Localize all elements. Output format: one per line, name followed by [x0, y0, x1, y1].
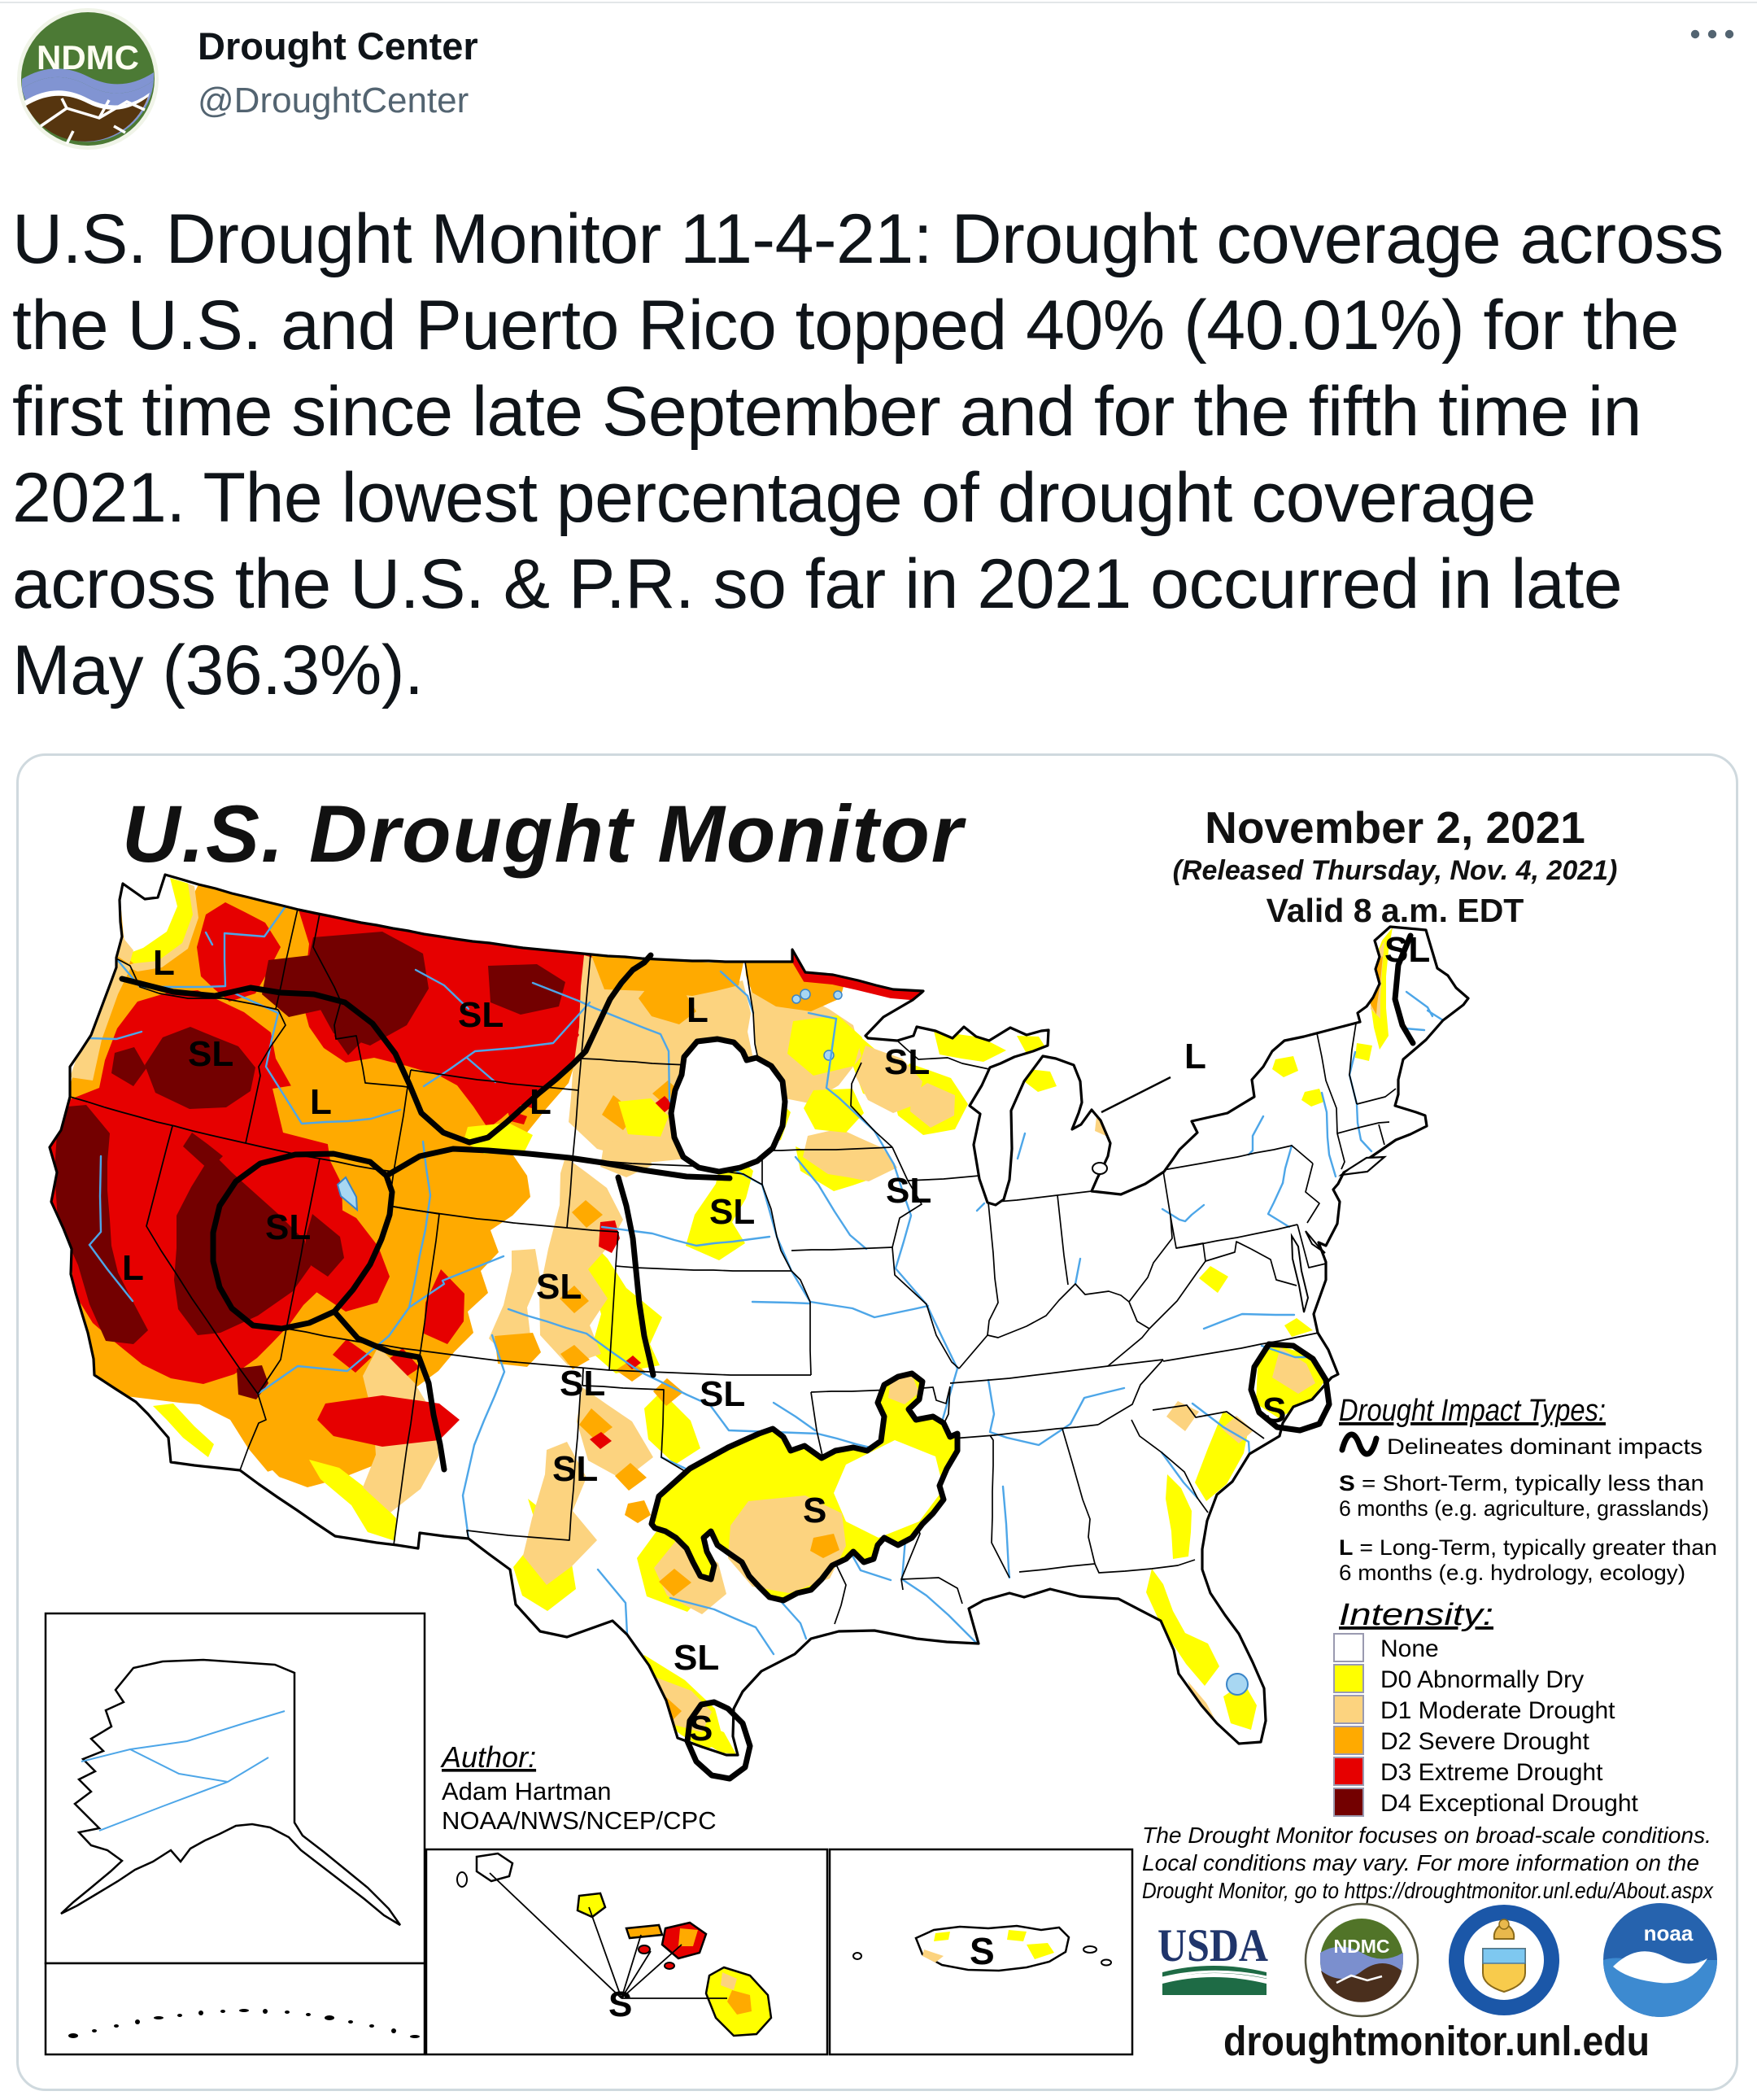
svg-text:SL: SL [560, 1364, 605, 1404]
svg-text:SL: SL [709, 1192, 755, 1232]
svg-text:L: L [530, 1082, 552, 1122]
svg-text:D2 Severe Drought: D2 Severe Drought [1380, 1728, 1589, 1755]
svg-text:SL: SL [458, 995, 504, 1035]
svg-text:USDA: USDA [1158, 1920, 1268, 1971]
svg-text:(Released Thursday, Nov. 4, 20: (Released Thursday, Nov. 4, 2021) [1173, 855, 1618, 886]
svg-text:S: S [608, 1984, 632, 2024]
svg-text:S: S [803, 1491, 826, 1530]
svg-text:S: S [970, 1930, 995, 1972]
svg-text:SL: SL [265, 1207, 311, 1247]
svg-text:6 months (e.g. agriculture, gr: 6 months (e.g. agriculture, grasslands) [1339, 1496, 1709, 1521]
svg-text:L: L [687, 990, 708, 1030]
svg-text:L = Long-Term, typically great: L = Long-Term, typically greater than [1339, 1535, 1717, 1560]
svg-text:D4 Exceptional Drought: D4 Exceptional Drought [1380, 1790, 1639, 1817]
svg-text:6 months (e.g. hydrology, ecol: 6 months (e.g. hydrology, ecology) [1339, 1561, 1685, 1585]
svg-text:NDMC: NDMC [1334, 1936, 1390, 1957]
svg-text:S: S [689, 1709, 713, 1749]
svg-text:SL: SL [674, 1638, 719, 1678]
svg-text:Drought Impact Types:: Drought Impact Types: [1339, 1394, 1606, 1428]
svg-text:Intensity:: Intensity: [1339, 1598, 1493, 1632]
svg-text:Author:: Author: [440, 1740, 536, 1774]
svg-text:November 2, 2021: November 2, 2021 [1205, 802, 1585, 853]
svg-text:Adam Hartman: Adam Hartman [442, 1777, 611, 1805]
svg-text:NDMC: NDMC [37, 38, 139, 76]
svg-text:L: L [153, 943, 175, 983]
svg-text:Delineates dominant impacts: Delineates dominant impacts [1387, 1434, 1703, 1459]
svg-text:SL: SL [1384, 930, 1430, 970]
svg-text:NOAA/NWS/NCEP/CPC: NOAA/NWS/NCEP/CPC [442, 1806, 717, 1835]
svg-text:droughtmonitor.unl.edu: droughtmonitor.unl.edu [1223, 2018, 1650, 2064]
svg-text:noaa: noaa [1644, 1921, 1694, 1945]
svg-text:Valid 8 a.m. EDT: Valid 8 a.m. EDT [1267, 892, 1524, 929]
svg-text:SL: SL [552, 1449, 598, 1489]
svg-text:SL: SL [886, 1171, 931, 1211]
svg-text:L: L [122, 1248, 144, 1288]
svg-text:D1 Moderate Drought: D1 Moderate Drought [1380, 1697, 1615, 1724]
svg-text:SL: SL [884, 1042, 930, 1082]
svg-text:None: None [1380, 1635, 1439, 1662]
svg-text:SL: SL [536, 1267, 582, 1307]
svg-text:L: L [1184, 1037, 1206, 1076]
svg-text:SL: SL [700, 1374, 745, 1414]
svg-text:U.S. Drought Monitor: U.S. Drought Monitor [122, 788, 967, 879]
svg-text:D0 Abnormally Dry: D0 Abnormally Dry [1380, 1666, 1584, 1693]
svg-text:S = Short-Term, typically less: S = Short-Term, typically less than [1339, 1471, 1704, 1495]
svg-text:Drought Monitor, go to https:/: Drought Monitor, go to https://droughtmo… [1142, 1878, 1714, 1903]
svg-text:S: S [1262, 1391, 1286, 1430]
svg-text:L: L [310, 1082, 332, 1122]
svg-text:The Drought Monitor focuses on: The Drought Monitor focuses on broad-sca… [1142, 1823, 1711, 1848]
svg-text:D3 Extreme Drought: D3 Extreme Drought [1380, 1759, 1603, 1786]
svg-text:Local conditions may vary. For: Local conditions may vary. For more info… [1142, 1850, 1699, 1875]
svg-text:SL: SL [188, 1034, 233, 1074]
